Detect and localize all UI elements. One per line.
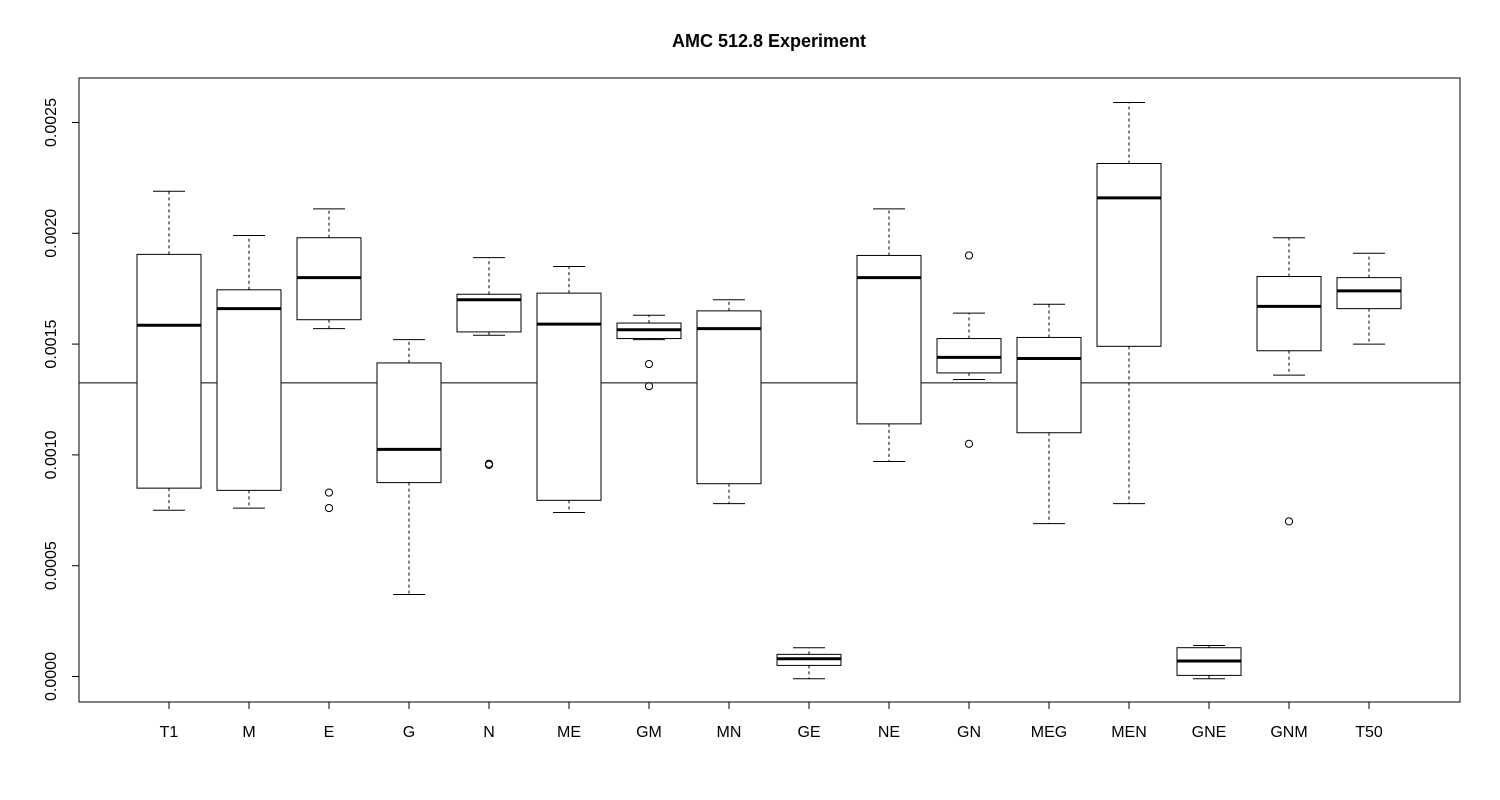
y-tick-label: 0.0000	[43, 652, 60, 701]
x-tick-label: NE	[878, 724, 900, 741]
outlier-point	[644, 359, 654, 369]
box-gne	[1176, 644, 1242, 680]
x-tick-label: GE	[797, 724, 820, 741]
box-ne	[856, 208, 922, 463]
interquartile-box	[536, 292, 602, 501]
box-me	[536, 266, 602, 514]
box-men	[1096, 102, 1162, 505]
plot-frame	[78, 77, 1461, 703]
box-m	[216, 235, 282, 509]
outlier-point	[324, 503, 334, 513]
chart-title: AMC 512.8 Experiment	[672, 31, 866, 51]
x-tick-label: G	[403, 724, 415, 741]
outlier-point	[964, 251, 974, 260]
x-tick-label: ME	[557, 724, 581, 741]
box-e	[296, 208, 362, 513]
x-tick-label: M	[242, 724, 255, 741]
box-t1	[136, 190, 202, 511]
x-tick-label: T50	[1355, 724, 1383, 741]
interquartile-box	[1336, 277, 1402, 310]
box-g	[376, 339, 442, 596]
interquartile-box	[1256, 276, 1322, 352]
interquartile-box	[216, 289, 282, 491]
y-tick-label: 0.0005	[43, 541, 60, 590]
box-gnm	[1256, 237, 1322, 526]
y-tick-label: 0.0010	[43, 430, 60, 479]
interquartile-box	[696, 310, 762, 485]
x-tick-label: GNE	[1192, 724, 1227, 741]
y-tick-label: 0.0020	[43, 209, 60, 258]
x-tick-label: GM	[636, 724, 662, 741]
boxes-group	[136, 102, 1402, 680]
outlier-point	[324, 488, 334, 497]
outlier-point	[484, 460, 494, 469]
interquartile-box	[856, 254, 922, 425]
outlier-point	[644, 382, 654, 391]
y-tick-label: 0.0015	[43, 320, 60, 369]
outlier-point	[964, 439, 974, 448]
interquartile-box	[376, 362, 442, 484]
interquartile-box	[136, 253, 202, 489]
outlier-point	[1284, 517, 1294, 526]
x-tick-label: GN	[957, 724, 981, 741]
x-tick-label: T1	[160, 724, 179, 741]
interquartile-box	[1016, 336, 1082, 434]
box-n	[456, 257, 522, 469]
y-tick-label: 0.0025	[43, 98, 60, 147]
x-tick-label: MEG	[1031, 724, 1067, 741]
box-ge	[776, 647, 842, 680]
x-axis: T1 M E G N ME GM MN GE NE GN MEG MEN GNE GNM T50	[160, 702, 1383, 741]
interquartile-box	[936, 338, 1002, 374]
box-t50	[1336, 252, 1402, 345]
x-tick-label: GNM	[1270, 724, 1307, 741]
y-axis: 0.0000 0.0005 0.0010 0.0015 0.0020 0.0025	[43, 98, 79, 701]
box-gm	[616, 314, 682, 391]
x-tick-label: E	[324, 724, 335, 741]
box-meg	[1016, 303, 1082, 525]
box-gn	[936, 251, 1002, 448]
x-tick-label: N	[483, 724, 495, 741]
x-tick-label: MN	[717, 724, 742, 741]
interquartile-box	[1096, 162, 1162, 347]
x-tick-label: MEN	[1111, 724, 1147, 741]
box-mn	[696, 299, 762, 505]
